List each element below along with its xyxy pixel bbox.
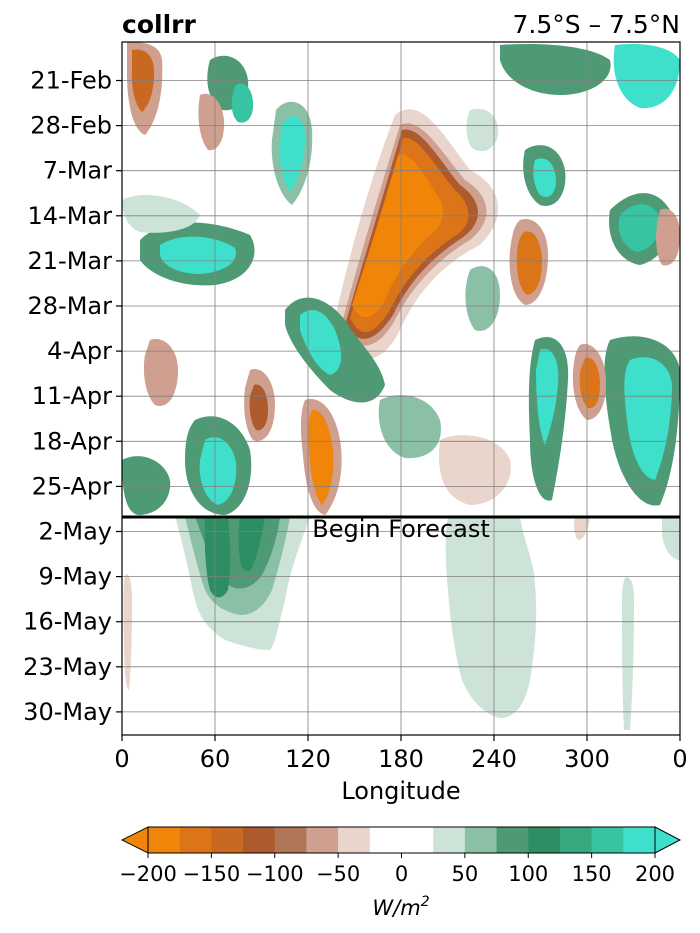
x-tick-label: 0	[114, 745, 129, 773]
colorbar-tick-label: 150	[572, 862, 612, 886]
y-tick-label: 16-May	[23, 608, 112, 636]
y-tick-label: 30-May	[23, 698, 112, 726]
forecast-neg-2	[123, 574, 132, 690]
colorbar-segment	[369, 827, 434, 853]
colorbar-segment	[243, 827, 276, 853]
contour-pos-9-core	[199, 437, 237, 505]
y-tick-label: 7-Mar	[43, 157, 112, 185]
forecast-neg-1	[574, 517, 590, 540]
colorbar-segment	[623, 827, 656, 853]
y-axis: 21-Feb 28-Feb 7-Mar 14-Mar 21-Mar 28-Mar 4-Apr…	[23, 67, 122, 726]
forecast-pos-right	[662, 517, 680, 560]
colorbar-extend-min	[120, 826, 149, 854]
y-tick-label: 21-Mar	[28, 247, 113, 275]
forecast-contours	[123, 517, 680, 730]
x-tick-label: 300	[564, 745, 610, 773]
contour-pos-light-2	[466, 108, 499, 152]
colorbar-segment	[274, 827, 307, 853]
contour-pos-10	[122, 456, 171, 515]
colorbar-tick-label: 200	[635, 862, 675, 886]
contour-neg-5	[143, 339, 178, 406]
x-axis: 0 60 120 180 240 300 0	[114, 735, 688, 773]
y-tick-label: 25-Apr	[32, 472, 112, 500]
contour-pos-8	[500, 43, 611, 95]
colorbar-segment	[464, 827, 498, 853]
colorbar-segment	[148, 827, 181, 853]
x-tick-label: 0	[672, 745, 687, 773]
colorbar-label: W/m2	[372, 894, 429, 920]
forecast-pos-inner2	[204, 517, 231, 598]
contour-pos-light-1	[122, 195, 200, 233]
contour-neg-2-core	[308, 409, 334, 505]
forecast-pos-inner3	[238, 517, 265, 572]
colorbar-tick-label: −150	[183, 862, 241, 886]
plot-area: Begin Forecast	[121, 41, 681, 736]
contour-neg-dateline-core	[352, 154, 444, 318]
colorbar-label-text: W/m	[372, 896, 420, 920]
colorbar-segment	[211, 827, 244, 853]
grid	[122, 42, 680, 735]
contour-pos-1-core	[279, 116, 306, 192]
observed-contours	[122, 42, 680, 515]
contour-pos-2-core	[160, 236, 236, 274]
colorbar-tick-label: 50	[452, 862, 479, 886]
x-tick-label: 180	[378, 745, 424, 773]
y-tick-label: 23-May	[23, 653, 112, 681]
y-tick-label: 2-May	[38, 518, 112, 546]
colorbar-label-superscript: 2	[421, 894, 430, 910]
colorbar-segment	[433, 827, 466, 853]
colorbar-segment	[338, 827, 371, 853]
y-tick-label: 28-Mar	[28, 292, 113, 320]
chart-title-left: collrr	[122, 10, 196, 39]
colorbar-extend-max	[654, 826, 682, 854]
y-tick-label: 11-Apr	[32, 382, 112, 410]
contour-pos-8-core	[613, 43, 680, 109]
y-tick-label: 21-Feb	[30, 67, 112, 95]
y-tick-label: 18-Apr	[32, 427, 112, 455]
contour-neg-9	[198, 93, 225, 151]
colorbar-tick-label: −200	[119, 862, 177, 886]
forecast-pos-pacific	[445, 517, 537, 718]
forecast-pos-narrow	[622, 577, 634, 730]
begin-forecast-label: Begin Forecast	[312, 515, 490, 543]
colorbar-segment	[496, 827, 529, 853]
contour-pos-4-core	[533, 158, 556, 197]
contour-pos-12	[378, 395, 441, 459]
contour-pos-3-core	[300, 310, 342, 375]
colorbar-tick-label: −50	[316, 862, 360, 886]
colorbar-segment	[591, 827, 624, 853]
colorbar-tick-label: 100	[508, 862, 548, 886]
colorbar-segment	[179, 827, 212, 853]
colorbar-segment	[306, 827, 339, 853]
y-tick-label: 9-May	[38, 563, 112, 591]
colorbar: −200 −150 −100 −50 0 50 100 150 200	[119, 826, 682, 886]
y-tick-label: 4-Apr	[47, 337, 112, 365]
colorbar-tick-label: 0	[395, 862, 408, 886]
contour-neg-7	[438, 435, 511, 505]
y-tick-label: 14-Mar	[28, 202, 113, 230]
chart-title-right: 7.5°S – 7.5°N	[513, 10, 680, 39]
contour-pos-13-core	[231, 83, 254, 123]
y-tick-label: 28-Feb	[30, 112, 112, 140]
colorbar-tick-label: −100	[246, 862, 304, 886]
contour-pos-11	[465, 266, 500, 331]
contour-neg-8	[656, 208, 680, 266]
contour-neg-4-core	[579, 357, 600, 409]
contour-pos-7-core	[624, 357, 672, 480]
colorbar-segment	[559, 827, 593, 853]
contour-pos-5-core	[536, 349, 559, 445]
colorbar-segment	[528, 827, 561, 853]
x-tick-label: 60	[200, 745, 231, 773]
contour-neg-3-core	[516, 231, 542, 295]
x-axis-label: Longitude	[341, 777, 460, 805]
x-tick-label: 120	[285, 745, 331, 773]
x-tick-label: 240	[471, 745, 517, 773]
